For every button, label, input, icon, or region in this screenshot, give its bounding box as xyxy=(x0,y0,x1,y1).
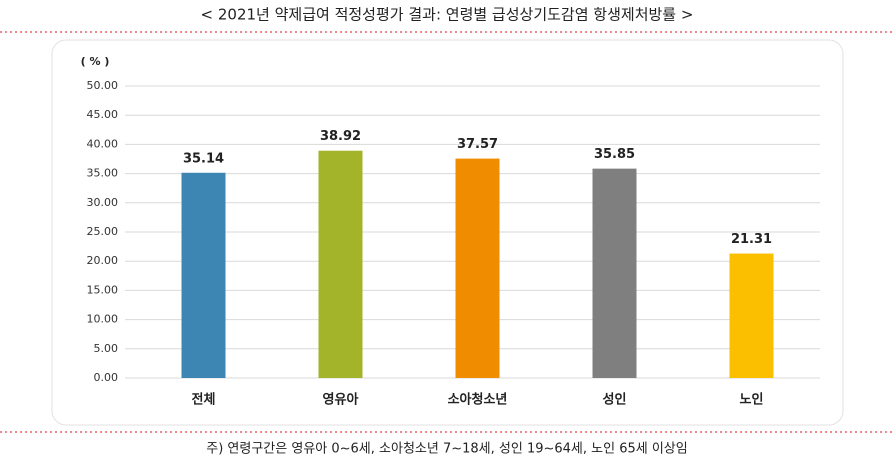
y-tick-label: 25.00 xyxy=(87,225,119,238)
value-label: 21.31 xyxy=(731,232,772,247)
bar xyxy=(455,158,500,378)
x-tick-label: 소아청소년 xyxy=(448,392,508,408)
x-tick-label: 영유아 xyxy=(323,392,359,408)
y-tick-label: 45.00 xyxy=(87,108,119,121)
x-tick-label: 노인 xyxy=(740,392,764,408)
y-tick-label: 30.00 xyxy=(87,196,119,209)
y-tick-label: 35.00 xyxy=(87,167,119,180)
footnote: 주) 연령구간은 영유아 0~6세, 소아청소년 7~18세, 성인 19~64… xyxy=(206,442,687,457)
y-axis-label: ( % ) xyxy=(81,55,110,68)
y-tick-label: 10.00 xyxy=(87,313,119,326)
value-label: 38.92 xyxy=(320,129,361,144)
y-tick-label: 50.00 xyxy=(87,79,119,92)
value-label: 37.57 xyxy=(457,137,498,152)
y-tick-label: 40.00 xyxy=(87,137,119,150)
y-tick-label: 15.00 xyxy=(87,283,119,296)
y-tick-label: 20.00 xyxy=(87,254,119,267)
bar xyxy=(592,168,637,378)
chart-title: < 2021년 약제급여 적정성평가 결과: 연령별 급성상기도감염 항생제처방… xyxy=(201,6,694,24)
x-tick-label: 성인 xyxy=(603,392,627,408)
bar xyxy=(181,172,226,378)
value-label: 35.85 xyxy=(594,147,635,162)
value-label: 35.14 xyxy=(183,151,224,166)
y-tick-label: 5.00 xyxy=(94,342,119,355)
y-tick-label: 0.00 xyxy=(94,371,119,384)
x-tick-label: 전체 xyxy=(192,392,216,408)
bar xyxy=(318,150,363,378)
bar xyxy=(729,253,774,378)
